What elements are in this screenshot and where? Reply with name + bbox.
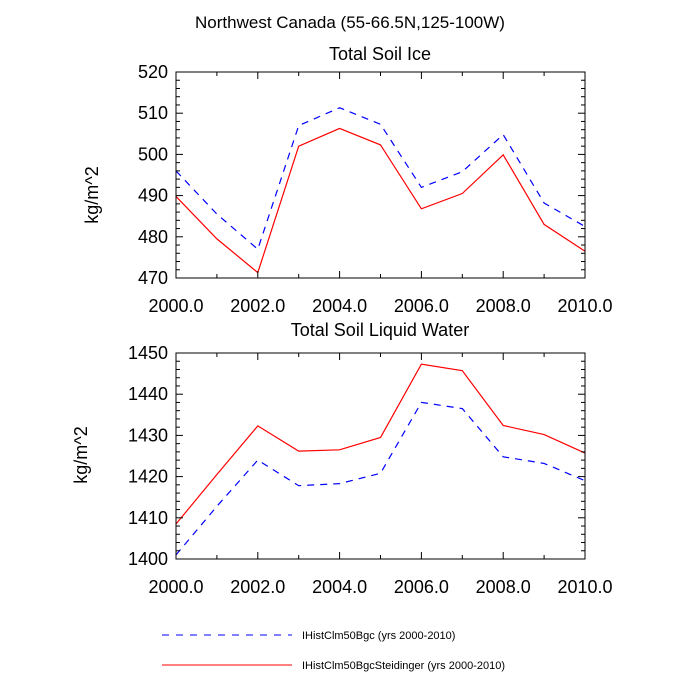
y-tick-label: 480 (138, 227, 168, 247)
x-tick-label: 2004.0 (312, 296, 367, 316)
x-tick-label: 2008.0 (476, 296, 531, 316)
y-tick-label: 490 (138, 186, 168, 206)
x-tick-label: 2002.0 (230, 296, 285, 316)
x-tick-label: 2000.0 (148, 577, 203, 597)
series-line-ihistclm50bgcsteidinger (175, 127, 586, 274)
plot-frame (175, 352, 586, 560)
x-tick-label: 2008.0 (476, 577, 531, 597)
y-tick-label: 510 (138, 103, 168, 123)
legend-label-ihistclm50bgc: IHistClm50Bgc (yrs 2000-2010) (302, 630, 455, 642)
x-tick-label: 2006.0 (394, 296, 449, 316)
series-line-ihistclm50bgcsteidinger (175, 363, 586, 525)
y-tick-label: 1450 (128, 343, 168, 363)
panel-total-soil-ice: Total Soil Ice kg/m^2 2000.0 2002.0 2004.0… (82, 44, 613, 316)
x-tick-label: 2006.0 (394, 577, 449, 597)
figure-suptitle: Northwest Canada (55-66.5N,125-100W) (195, 13, 505, 32)
series-line-ihistclm50bgc (175, 107, 586, 251)
y-axis-label: kg/m^2 (82, 166, 102, 223)
y-axis-label: kg/m^2 (71, 426, 91, 483)
legend: IHistClm50Bgc (yrs 2000-2010) IHistClm50… (162, 630, 505, 672)
legend-label-ihistclm50bgcsteidinger: IHistClm50BgcSteidinger (yrs 2000-2010) (302, 660, 505, 672)
x-tick-label: 2000.0 (148, 296, 203, 316)
x-tick-label: 2010.0 (557, 296, 612, 316)
panel-total-soil-liquid-water: Total Soil Liquid Water kg/m^2 2000.0 200… (71, 320, 613, 597)
x-tick-label: 2010.0 (557, 577, 612, 597)
x-tick-label: 2004.0 (312, 577, 367, 597)
y-tick-label: 1440 (128, 384, 168, 404)
y-tick-label: 1400 (128, 549, 168, 569)
panel-title: Total Soil Liquid Water (291, 320, 469, 340)
y-tick-label: 1410 (128, 508, 168, 528)
panel-title: Total Soil Ice (329, 44, 431, 64)
series-line-ihistclm50bgc (175, 401, 586, 556)
y-tick-label: 520 (138, 62, 168, 82)
y-tick-label: 500 (138, 144, 168, 164)
plot-frame (175, 71, 586, 279)
x-tick-label: 2002.0 (230, 577, 285, 597)
y-tick-label: 470 (138, 268, 168, 288)
y-tick-label: 1420 (128, 467, 168, 487)
y-tick-label: 1430 (128, 425, 168, 445)
